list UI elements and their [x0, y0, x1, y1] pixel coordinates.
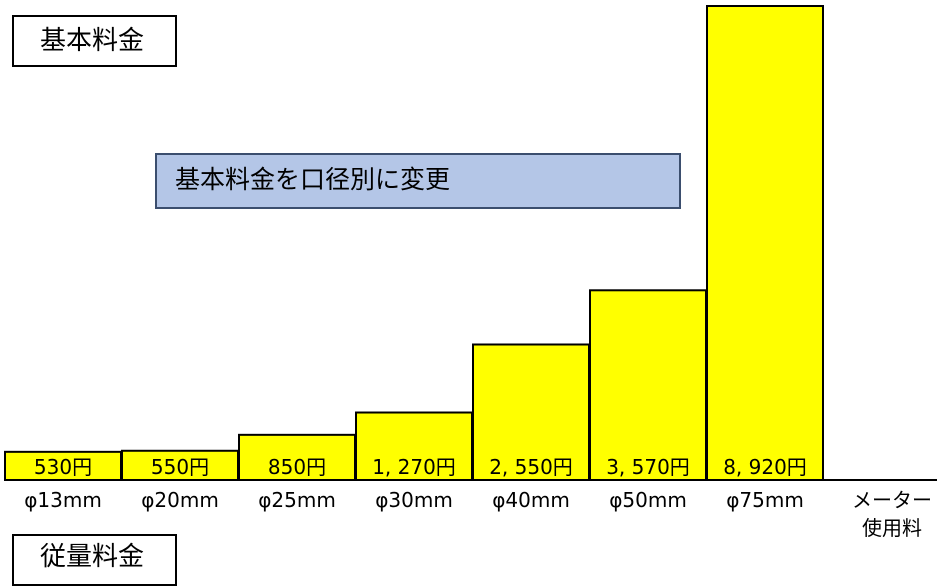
x-tick-label-0: φ13mm: [24, 488, 102, 512]
value-label-4: 2, 550円: [489, 455, 573, 479]
value-label-bg-2: [242, 456, 352, 477]
value-label-bg-4: [476, 456, 586, 477]
bar-6: [706, 5, 824, 481]
bottom-label-box: 従量料金: [12, 534, 177, 586]
x-tick-label-1: φ20mm: [141, 488, 219, 512]
x-tick-label-5: φ50mm: [609, 488, 687, 512]
value-label-1: 550円: [151, 455, 209, 479]
annotation-callout: 基本料金を口径別に変更: [155, 153, 681, 209]
value-label-0: 530円: [34, 455, 92, 479]
value-label-bg-1: [125, 456, 235, 477]
value-label-bg-5: [593, 456, 703, 477]
value-label-bg-6: [710, 456, 820, 477]
x-tick-label-3: φ30mm: [375, 488, 453, 512]
value-label-2: 850円: [268, 455, 326, 479]
value-label-3: 1, 270円: [372, 455, 456, 479]
value-label-5: 3, 570円: [606, 455, 690, 479]
x-tick-label-6: φ75mm: [726, 488, 804, 512]
value-label-bg-0: [8, 456, 118, 477]
x-tick-labels: φ13mm φ20mm φ25mm φ30mm φ40mm φ50mm φ75mm メーター使…: [24, 488, 932, 540]
value-label-bg-3: [359, 456, 469, 477]
x-tick-label-7-line-0: メーター: [852, 488, 932, 512]
x-tick-label-2: φ25mm: [258, 488, 336, 512]
chart-title-box: 基本料金: [12, 15, 177, 67]
value-label-6: 8, 920円: [723, 455, 807, 479]
bars-group: 530円 550円 850円 1, 270円 2, 550円 3, 570円 8, 920円: [4, 5, 824, 482]
x-tick-label-4: φ40mm: [492, 488, 570, 512]
x-tick-label-7-line-1: 使用料: [862, 516, 922, 540]
bar-chart: 530円 550円 850円 1, 270円 2, 550円 3, 570円 8, 920円…: [4, 5, 937, 540]
bar-5: [589, 289, 707, 482]
